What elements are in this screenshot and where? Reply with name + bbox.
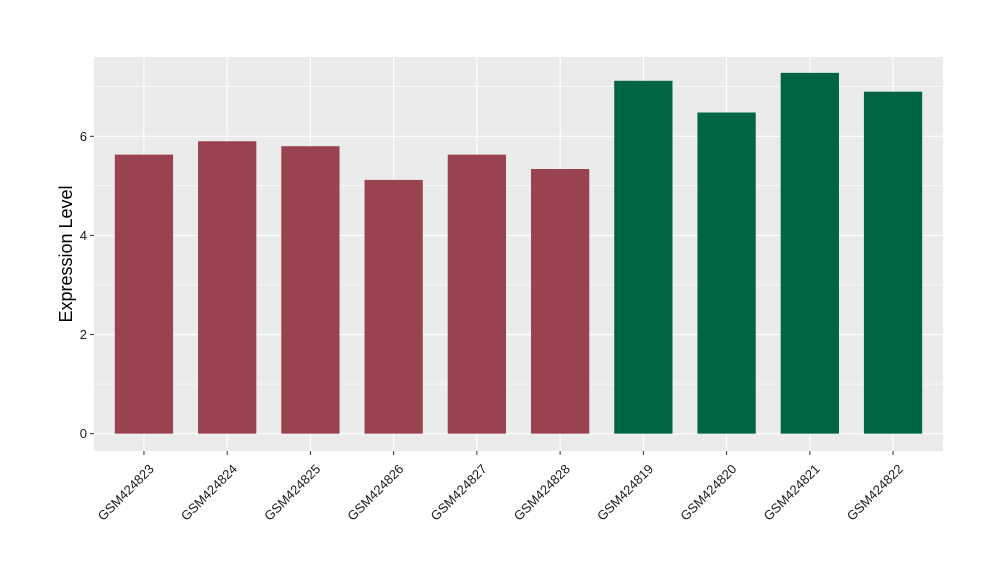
x-tick-label: GSM424825	[261, 461, 323, 523]
bar-GSM424822	[863, 91, 923, 434]
bar-GSM424827	[447, 154, 507, 434]
x-tick-label: GSM424824	[178, 461, 240, 523]
x-tick-label: GSM424823	[95, 461, 157, 523]
y-tick-label: 4	[80, 228, 87, 243]
bar-GSM424819	[614, 80, 673, 434]
x-tick-label: GSM424819	[594, 461, 656, 523]
y-axis-title: Expression Level	[56, 185, 76, 322]
bar-GSM424823	[114, 154, 174, 434]
y-tick-label: 6	[80, 129, 87, 144]
bar-GSM424820	[697, 112, 756, 434]
bar-GSM424828	[530, 169, 590, 434]
x-axis: GSM424823 GSM424824 GSM424825 GSM424826 GSM4…	[95, 451, 906, 524]
bar-GSM424824	[198, 141, 257, 434]
bar-GSM424825	[281, 146, 340, 434]
x-tick-label: GSM424820	[677, 461, 739, 523]
x-tick-label: GSM424828	[511, 461, 573, 523]
x-tick-label: GSM424822	[844, 461, 906, 523]
y-tick-label: 0	[80, 426, 87, 441]
x-tick-label: GSM424827	[428, 461, 490, 523]
x-tick-label: GSM424826	[344, 461, 406, 523]
bar-GSM424826	[364, 179, 423, 434]
y-tick-label: 2	[80, 327, 87, 342]
bar-GSM424821	[780, 72, 839, 434]
x-tick-label: GSM424821	[761, 461, 823, 523]
bars	[114, 72, 923, 434]
y-axis: 0 2 4 6	[80, 129, 94, 441]
